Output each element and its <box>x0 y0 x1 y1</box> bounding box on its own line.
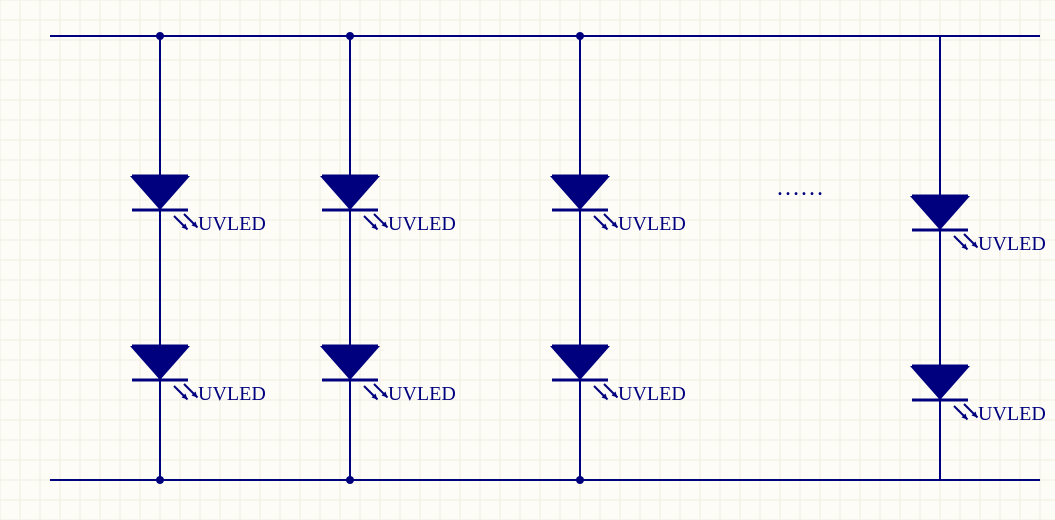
led-label: UVLED <box>388 213 456 235</box>
ellipsis: …… <box>776 175 824 201</box>
led-label: UVLED <box>388 383 456 405</box>
junction-dot <box>576 476 584 484</box>
junction-dot <box>156 476 164 484</box>
junction-dot <box>346 476 354 484</box>
led-label: UVLED <box>978 403 1046 425</box>
circuit-schematic: UVLED UVLED UVLED UVLED UVLED UVLED UVLED UVLED… <box>0 0 1055 520</box>
led-label: UVLED <box>198 213 266 235</box>
led-label: UVLED <box>618 213 686 235</box>
led-label: UVLED <box>978 233 1046 255</box>
junction-dot <box>346 32 354 40</box>
junction-dot <box>156 32 164 40</box>
junction-dot <box>576 32 584 40</box>
led-label: UVLED <box>618 383 686 405</box>
led-label: UVLED <box>198 383 266 405</box>
